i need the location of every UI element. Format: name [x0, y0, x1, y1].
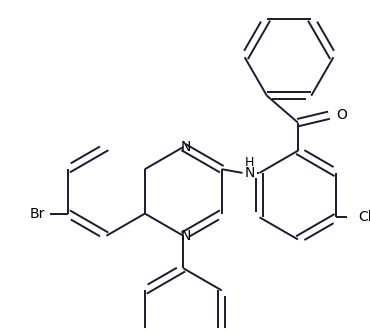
- Text: N: N: [245, 166, 255, 180]
- Text: H: H: [245, 156, 255, 169]
- Text: Cl: Cl: [358, 210, 370, 224]
- Text: N: N: [181, 229, 191, 243]
- Text: O: O: [336, 108, 347, 122]
- Text: Br: Br: [30, 207, 45, 220]
- Text: N: N: [181, 140, 191, 154]
